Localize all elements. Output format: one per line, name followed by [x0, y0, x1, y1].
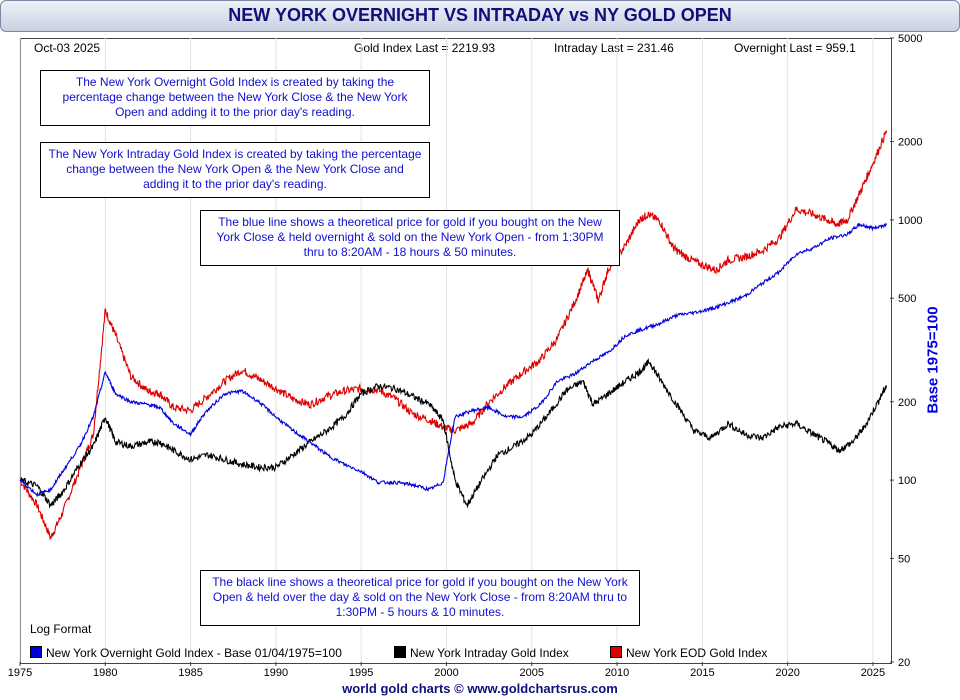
x-tick-label: 2015: [690, 667, 714, 679]
note-black-line: The black line shows a theoretical price…: [200, 570, 640, 626]
legend-intraday-swatch: [394, 646, 406, 658]
y-tick-label: 20: [898, 657, 910, 669]
y-axis-title: Base 1975=100: [924, 306, 942, 414]
legend-eod: New York EOD Gold Index: [610, 646, 767, 660]
x-tick-label: 1975: [8, 667, 32, 679]
title-bar: NEW YORK OVERNIGHT VS INTRADAY vs NY GOL…: [0, 0, 960, 32]
x-tick-label: 1995: [349, 667, 373, 679]
note-overnight: The New York Overnight Gold Index is cre…: [40, 70, 430, 126]
intraday-last: Intraday Last = 231.46: [554, 41, 674, 55]
y-tick-label: 50: [898, 553, 910, 565]
y-tick-label: 200: [898, 397, 916, 409]
date-label: Oct-03 2025: [34, 41, 101, 55]
x-tick-label: 2005: [520, 667, 544, 679]
legend-eod-swatch: [610, 646, 622, 658]
overnight-last: Overnight Last = 959.1: [734, 41, 856, 55]
series-line-overnight: [19, 222, 888, 498]
legend-intraday-label: New York Intraday Gold Index: [410, 646, 569, 660]
chart-title: NEW YORK OVERNIGHT VS INTRADAY vs NY GOL…: [228, 5, 732, 25]
series-line-intraday: [19, 357, 888, 509]
footer-credit: world gold charts © www.goldchartsrus.co…: [342, 681, 618, 696]
x-tick-label: 2020: [775, 667, 799, 679]
note-blue-line: The blue line shows a theoretical price …: [200, 210, 620, 266]
log-format-label: Log Format: [30, 622, 92, 636]
y-tick-label: 5000: [898, 33, 922, 45]
y-tick-label: 2000: [898, 137, 922, 149]
y-tick-label: 100: [898, 475, 916, 487]
x-tick-label: 1985: [178, 667, 202, 679]
gold-index-last: Gold Index Last = 2219.93: [354, 41, 496, 55]
legend-overnight-swatch: [30, 646, 42, 658]
legend-overnight-label: New York Overnight Gold Index - Base 01/…: [46, 646, 342, 660]
x-tick-label: 2010: [605, 667, 629, 679]
y-tick-label: 500: [898, 293, 916, 305]
series-line-eod: [19, 130, 888, 541]
x-tick-label: 1980: [93, 667, 117, 679]
note-intraday: The New York Intraday Gold Index is crea…: [40, 142, 430, 198]
legend-intraday: New York Intraday Gold Index: [394, 646, 569, 660]
y-tick-label: 1000: [898, 215, 922, 227]
x-tick-label: 1990: [264, 667, 288, 679]
x-tick-label: 2025: [861, 667, 885, 679]
x-tick-label: 2000: [434, 667, 458, 679]
legend-eod-label: New York EOD Gold Index: [626, 646, 768, 660]
legend-overnight: New York Overnight Gold Index - Base 01/…: [30, 646, 342, 660]
